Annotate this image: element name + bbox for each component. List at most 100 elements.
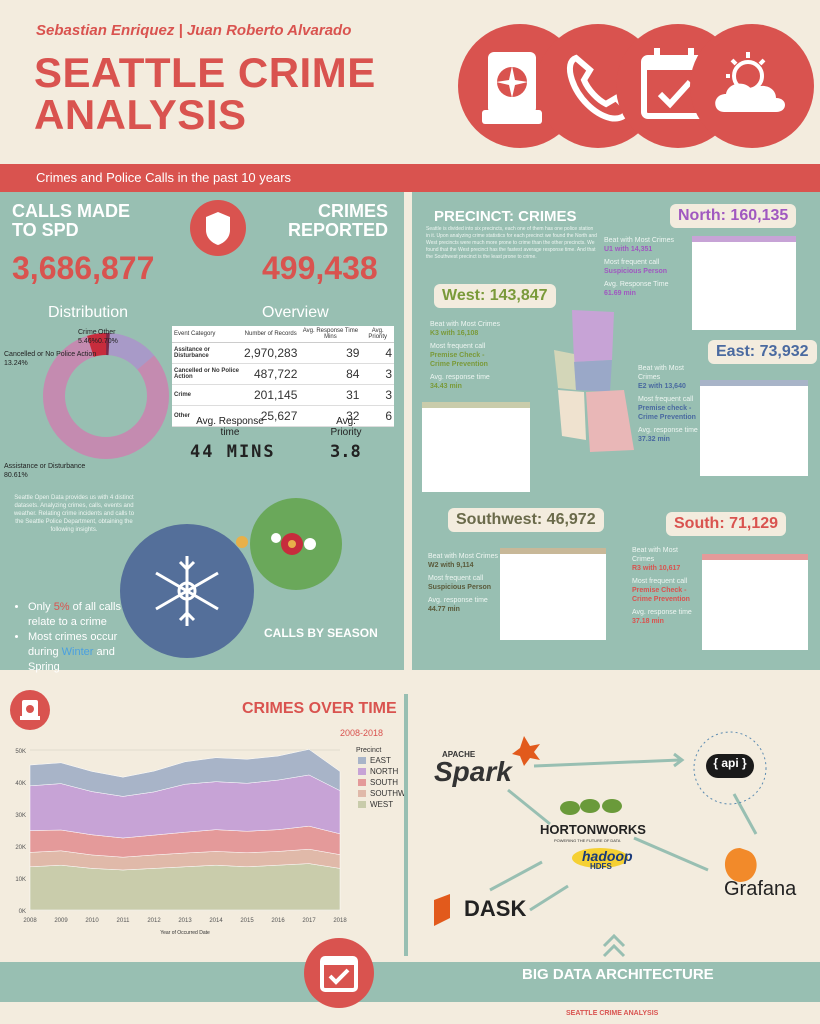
map-west [554, 350, 576, 390]
bullet-item: Only 5% of all calls relate to a crime [28, 600, 136, 630]
spark-star-icon [512, 736, 540, 766]
arrow-horton-dask [529, 884, 569, 912]
legend-swatch [358, 768, 366, 775]
north-table [692, 236, 796, 330]
x-tick-label: 2017 [302, 918, 316, 924]
y-tick-label: 30K [15, 813, 26, 819]
spark-small: APACHE [442, 750, 476, 759]
col-header: Avg. Priority [361, 326, 394, 343]
title-line-2: ANALYSIS [34, 91, 247, 138]
col-header: Event Category [172, 326, 242, 343]
overview-table: Event Category Number of Records Avg. Re… [172, 326, 394, 427]
arrow-spark-api [533, 758, 681, 768]
snowflake-icon [155, 556, 219, 626]
crimes-area-chart: 0K 10K 20K 30K 40K 50K 2008 2009 2010 2011 2012 201… [15, 747, 404, 936]
x-tick-label: 2016 [271, 918, 285, 924]
y-tick-label: 40K [15, 781, 26, 787]
donut-label-crime: Crime 5.46% [78, 329, 98, 345]
hortonworks-label: HORTONWORKS [540, 822, 646, 837]
big-data-title: BIG DATA ARCHITECTURE [522, 966, 714, 983]
west-pill: West: 143,847 [434, 284, 556, 308]
insight-bullets: Only 5% of all calls relate to a crime M… [16, 600, 136, 675]
east-pill: East: 73,932 [708, 340, 817, 364]
calls-label: CALLS MADE TO SPD [12, 202, 130, 240]
y-tick-label: 50K [15, 749, 26, 755]
east-stats: Beat with Most Crimes E2 with 13,640 Most… [638, 365, 698, 443]
bottom-band [0, 962, 820, 1002]
map-east [574, 360, 612, 392]
legend-swatch [358, 801, 366, 808]
hortonworks-sub: POWERING THE FUTURE OF DATA [554, 838, 621, 843]
crimes-value: 499,438 [262, 250, 378, 286]
api-network [693, 731, 767, 805]
flower-icon [271, 533, 316, 555]
legend-swatch [358, 757, 366, 764]
weather-icon [690, 24, 814, 148]
calls-label-line1: CALLS MADE [12, 201, 130, 221]
architecture-diagram [434, 731, 767, 926]
api-label: { api } [713, 756, 747, 770]
south-stats: Beat with Most Crimes R3 with 10,617 Most… [632, 547, 692, 625]
avg-priority-value: 3.8 [330, 442, 361, 462]
grafana-icon [725, 848, 757, 882]
summer-circle [236, 536, 248, 548]
legend-label: WEST [370, 800, 393, 809]
map-south [586, 390, 634, 452]
calls-label-line2: TO SPD [12, 220, 79, 240]
col-header: Number of Records [242, 326, 300, 343]
x-tick-label: 2009 [54, 918, 68, 924]
arrow-dask-horton [489, 860, 543, 892]
precinct-text: Seattle is divided into six precincts, e… [426, 226, 597, 260]
api-badge [706, 754, 754, 778]
precinct-map [554, 310, 634, 452]
west-stats: Beat with Most Crimes K3 with 16,108 Most… [430, 321, 501, 390]
area-series-west [29, 863, 341, 911]
dask-label: DASK [464, 896, 527, 921]
chevron-up-icon [600, 932, 628, 958]
dask-icon [434, 894, 450, 926]
arrow-horton-grafana [633, 836, 709, 872]
calls-by-season: CALLS BY SEASON [264, 626, 378, 640]
x-axis-label: Year of Occurred Date [160, 930, 210, 936]
donut-label-other: Other 0.70% [98, 329, 118, 345]
table-row: Crime 201,145 31 3 [172, 384, 394, 406]
map-north [572, 310, 614, 362]
grafana-label: Grafana [724, 878, 797, 900]
avg-response-value: 44 MINS [190, 442, 276, 462]
avg-priority-label: Avg. Priority [330, 416, 362, 438]
arrow-api-grafana [732, 793, 758, 835]
authors: Sebastian Enriquez | Juan Roberto Alvara… [36, 22, 352, 39]
legend-swatch [358, 790, 366, 797]
donut-slice-crime [43, 333, 169, 459]
crimes-label-line2: REPORTED [287, 220, 388, 240]
crimes-label: CRIMES REPORTED [280, 202, 388, 240]
elephants-icon [560, 799, 622, 815]
southwest-stats: Beat with Most Crimes W2 with 9,114 Most … [428, 553, 499, 613]
arrow-spark-horton [507, 788, 551, 826]
area-series-east [29, 749, 341, 797]
crimes-over-time-title: CRIMES OVER TIME [242, 700, 397, 717]
hadoop-label: hadoop [582, 848, 633, 864]
map-southwest [558, 390, 586, 440]
page-title: SEATTLE CRIME ANALYSIS [34, 52, 376, 136]
precinct-title: PRECINCT: CRIMES [434, 208, 577, 225]
avg-response-label: Avg. Response time [196, 416, 264, 438]
y-tick-label: 10K [15, 877, 26, 883]
west-table [422, 402, 530, 492]
hadoop-icon [572, 848, 628, 868]
calls-value: 3,686,877 [12, 250, 155, 286]
legend-swatch [358, 779, 366, 786]
x-tick-label: 2011 [117, 918, 131, 924]
donut-label-assist: Assistance or Disturbance 80.61% [4, 463, 86, 479]
southwest-table [500, 548, 606, 640]
y-tick-label: 0K [19, 909, 26, 915]
calendar-small-icon [304, 938, 374, 1008]
legend-label: NORTH [370, 767, 399, 776]
north-pill: North: 160,135 [670, 204, 797, 228]
crimes-label-line1: CRIMES [317, 201, 388, 221]
north-stats: Beat with Most Crimes U1 with 14,351 Most… [604, 237, 675, 297]
panel-divider [404, 200, 412, 670]
intro-text: Seattle Open Data provides us with 4 dis… [13, 495, 135, 533]
y-tick-label: 20K [15, 845, 26, 851]
southwest-pill: Southwest: 46,972 [448, 508, 604, 532]
